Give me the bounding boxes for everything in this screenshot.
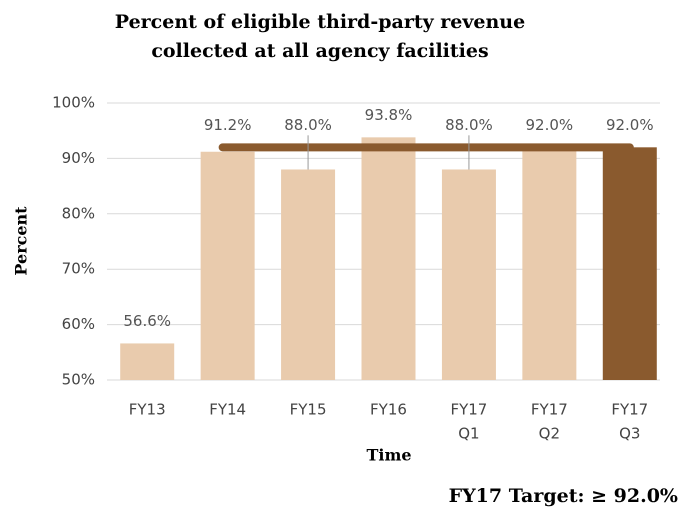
value-label: 91.2%	[204, 116, 252, 134]
chart-title: collected at all agency facilities	[151, 40, 488, 62]
x-tick-label: FY17	[531, 401, 568, 419]
y-tick-label: 100%	[52, 94, 95, 112]
y-tick-label: 60%	[62, 315, 95, 333]
value-label: 88.0%	[284, 116, 332, 134]
chart-title: Percent of eligible third-party revenue	[115, 11, 525, 33]
bar	[522, 147, 577, 380]
value-label: 92.0%	[526, 116, 574, 134]
x-tick-label: Q3	[619, 425, 640, 443]
bar	[120, 343, 175, 380]
bar	[281, 169, 336, 380]
x-tick-label: Q1	[458, 425, 479, 443]
bar	[441, 169, 496, 380]
bar	[200, 151, 255, 380]
x-tick-label: FY16	[370, 401, 407, 419]
y-tick-label: 90%	[62, 149, 95, 167]
y-tick-label: 80%	[62, 204, 95, 222]
value-label: 88.0%	[445, 116, 493, 134]
x-axis-label: Time	[366, 446, 411, 465]
y-axis-label: Percent	[12, 206, 31, 276]
value-label: 56.6%	[123, 312, 171, 330]
y-tick-label: 70%	[62, 260, 95, 278]
bar	[361, 137, 416, 380]
value-label: 92.0%	[606, 116, 654, 134]
bar	[602, 147, 657, 380]
value-label: 93.8%	[365, 106, 413, 124]
x-tick-label: FY15	[290, 401, 327, 419]
x-tick-label: Q2	[539, 425, 560, 443]
footer-note: FY17 Target: ≥ 92.0%	[449, 485, 678, 507]
y-tick-label: 50%	[62, 371, 95, 389]
x-tick-label: FY13	[129, 401, 166, 419]
x-tick-label: FY17	[611, 401, 648, 419]
x-tick-label: FY14	[209, 401, 246, 419]
x-tick-label: FY17	[450, 401, 487, 419]
